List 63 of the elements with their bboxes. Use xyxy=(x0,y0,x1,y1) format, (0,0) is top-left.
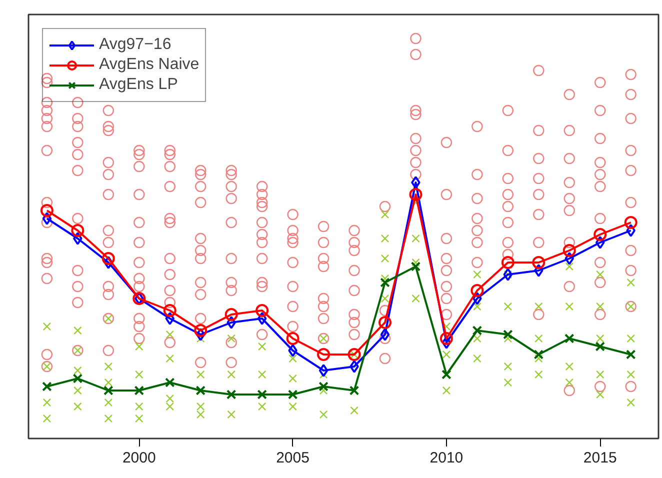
point xyxy=(226,390,236,400)
point xyxy=(409,188,422,201)
x-tick-label: 2010 xyxy=(430,450,464,466)
point xyxy=(40,204,54,217)
point xyxy=(594,228,607,241)
point xyxy=(42,382,52,392)
point xyxy=(194,324,208,337)
point xyxy=(564,252,574,265)
point xyxy=(350,360,359,373)
point xyxy=(626,224,636,237)
point xyxy=(104,386,114,396)
point xyxy=(442,370,452,380)
point xyxy=(442,336,452,349)
point xyxy=(534,264,544,277)
point xyxy=(196,328,206,341)
point xyxy=(73,232,82,245)
point xyxy=(380,328,390,341)
point xyxy=(224,308,238,321)
point xyxy=(440,332,453,345)
point xyxy=(378,316,392,329)
point xyxy=(380,278,390,288)
point xyxy=(257,312,267,325)
point xyxy=(470,284,484,297)
x-tick-label: 2000 xyxy=(122,450,156,466)
point xyxy=(626,350,636,360)
point xyxy=(349,386,360,396)
point xyxy=(226,316,236,329)
legend-label: AvgEns LP xyxy=(99,75,178,95)
point xyxy=(595,236,605,249)
point xyxy=(318,382,328,392)
point xyxy=(71,224,84,237)
legend-label: AvgEns Naive xyxy=(99,55,200,75)
point xyxy=(534,350,544,360)
point xyxy=(256,304,269,317)
point xyxy=(134,386,144,396)
point xyxy=(288,390,298,400)
point xyxy=(472,326,482,336)
point xyxy=(595,342,605,352)
x-tick-label: 2005 xyxy=(276,450,310,466)
point xyxy=(286,332,300,345)
point xyxy=(503,330,513,340)
point xyxy=(164,378,175,388)
point xyxy=(348,348,361,361)
point xyxy=(72,374,83,384)
point xyxy=(501,256,514,269)
legend-label: Avg97−16 xyxy=(99,35,172,55)
point xyxy=(532,256,546,269)
point xyxy=(411,176,420,189)
point xyxy=(410,262,421,272)
point xyxy=(257,390,267,400)
point xyxy=(104,256,114,269)
point xyxy=(196,386,206,396)
point xyxy=(564,334,574,344)
point xyxy=(318,364,328,377)
point xyxy=(317,348,330,361)
point xyxy=(288,344,298,357)
point xyxy=(472,292,482,305)
point xyxy=(562,244,576,257)
x-tick-label: 2015 xyxy=(583,450,617,466)
point xyxy=(165,312,175,325)
point xyxy=(624,216,638,229)
point xyxy=(42,212,52,225)
point xyxy=(163,304,176,317)
